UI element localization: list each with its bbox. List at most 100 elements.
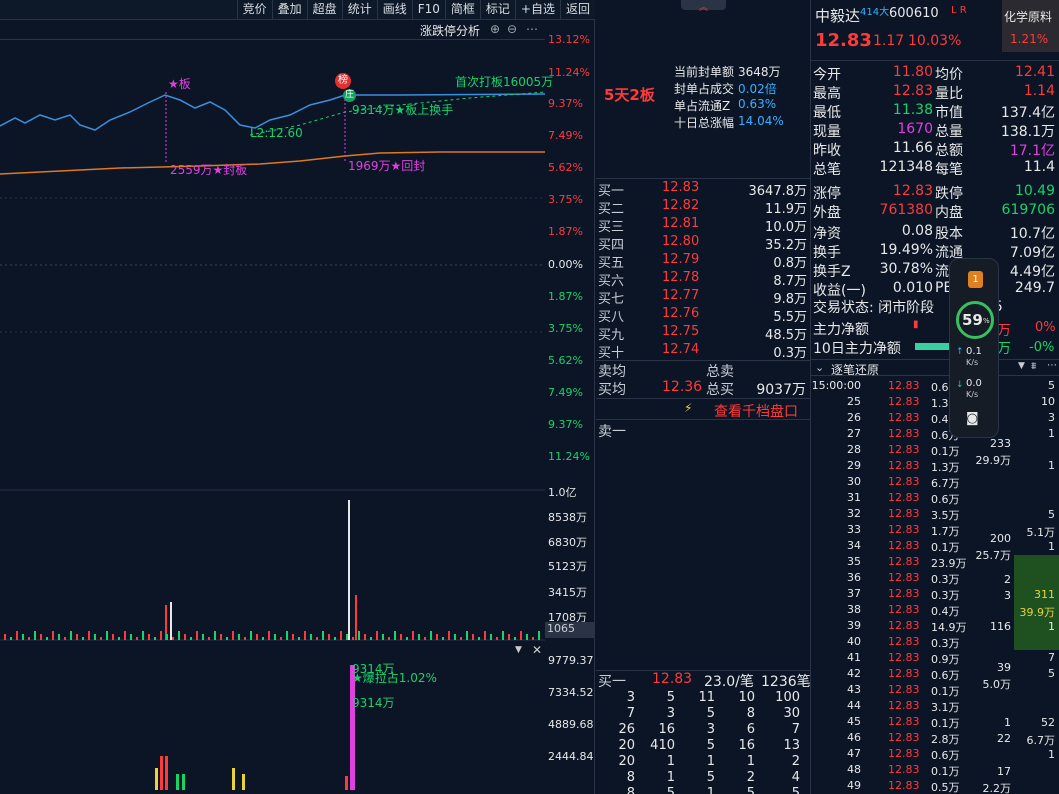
side-value-a: 17 (997, 765, 1011, 778)
volume-bar (148, 634, 150, 640)
volume-bar (310, 634, 312, 640)
trade-volume: 0.6万 (931, 493, 960, 506)
trade-price: 12.83 (888, 539, 920, 552)
bid-volume: 5.5万 (773, 310, 807, 325)
chevron-down-icon[interactable]: ⌄ (815, 361, 825, 374)
quote-value: 0.010 (892, 280, 933, 296)
toolbar-button[interactable]: +自选 (514, 0, 560, 19)
side-value-a: 2 (1004, 573, 1011, 586)
trade-price: 12.83 (888, 683, 920, 696)
toolbar-button[interactable]: 统计 (341, 0, 377, 19)
trade-price: 12.83 (888, 747, 920, 760)
toolbar-button[interactable]: 叠加 (271, 0, 307, 19)
volume-bar (418, 634, 420, 640)
stock-name: 中毅达 (815, 7, 861, 25)
toolbar-button[interactable]: 标记 (479, 0, 515, 19)
toolbar-button[interactable]: 简框 (444, 0, 480, 19)
bang-badge[interactable]: 榜 (335, 73, 351, 89)
collapse-up-icon[interactable]: ︽ (681, 0, 726, 13)
amount-label: 9779.37 (548, 654, 594, 667)
volume-bar (130, 634, 132, 640)
side-value-b: 1 (1048, 540, 1055, 553)
bid-label: 买七 (598, 292, 625, 307)
more-icon[interactable]: ⋯ (526, 22, 538, 36)
queue-cell: 5 (706, 706, 715, 721)
bid-label: 买一 (598, 184, 625, 199)
bid-row: 买七 12.77 9.8万 (596, 288, 811, 307)
add-icon[interactable]: ⊕ (490, 22, 501, 36)
trade-price: 12.83 (888, 523, 920, 536)
trade-time: 15:00:00 (811, 379, 861, 392)
shield-icon: 1 (968, 271, 983, 288)
toolbar-button[interactable]: 画线 (376, 0, 412, 19)
quote-label: 跌停 (935, 186, 963, 202)
quote-value: 10.7亿 (1009, 226, 1055, 242)
qiandang-link[interactable]: ⚡ 查看千档盘口 (596, 398, 811, 420)
volume-bar (400, 634, 402, 640)
more-icon[interactable]: ⋯ (1047, 360, 1057, 371)
queue-cell: 10 (738, 690, 755, 705)
trades-header[interactable]: ⌄ 逐笔还原 ▼ ⩩ ⋯ (811, 359, 1059, 377)
bid-row: 买四 12.80 35.2万 (596, 234, 811, 253)
trade-time: 31 (847, 491, 861, 504)
sort-icon[interactable]: ▼ (1018, 361, 1025, 371)
queue-cell: 30 (783, 706, 800, 721)
volume-label: 1.0亿 (548, 486, 577, 499)
trade-time: 37 (847, 587, 861, 600)
trade-volume: 3.5万 (931, 509, 960, 522)
volume-bar (490, 634, 492, 640)
queue-cell: 5 (746, 786, 755, 794)
trade-time: 35 (847, 555, 861, 568)
queue-cell: 20 (618, 754, 635, 769)
info-value: 3648万 (738, 65, 781, 79)
remove-icon[interactable]: ⊖ (507, 22, 518, 36)
trade-volume: 0.1万 (931, 685, 960, 698)
net-monitor-overlay[interactable]: 1 59 % ↑ 0.1 K/s ↓ 0.0 K/s ◙ (949, 258, 999, 438)
volume-bar (226, 637, 228, 640)
buy-avg-value: 12.36 (662, 379, 703, 395)
toolbar-button[interactable]: 竞价 (236, 0, 272, 19)
pct-label: 5.62% (548, 354, 583, 367)
cpu-gauge-unit: % (983, 317, 990, 325)
bid-volume: 3647.8万 (748, 184, 808, 199)
chart-subheader: 涨跌停分析 ⊕ ⊖ ⋯ (0, 20, 545, 40)
trade-volume: 0.5万 (931, 781, 960, 794)
close-icon[interactable]: ✕ (532, 643, 543, 657)
bid-volume: 35.2万 (765, 238, 807, 253)
volume-bar (496, 637, 498, 640)
sector-pct: 1.21% (1010, 32, 1049, 46)
toolbar-button[interactable]: 返回 (559, 0, 595, 19)
collapse-icon[interactable]: ▼ (515, 645, 522, 655)
quote-value: 11.4 (1023, 159, 1055, 175)
trade-price: 12.83 (888, 779, 920, 792)
queue-cell: 4 (791, 770, 800, 785)
volume-bar (64, 637, 66, 640)
bid-label: 买二 (598, 202, 625, 217)
trade-time: 32 (847, 507, 861, 520)
volume-label: 1708万 (548, 611, 587, 624)
chart-panel: 竞价 叠加 超盘 统计 画线 F10 简框 标记 +自选 返回 涨跌停分析 ⊕ ⊖ ⋯ 13.12… (0, 0, 595, 794)
trade-time: 34 (847, 539, 861, 552)
trade-price: 12.83 (888, 379, 920, 392)
trade-price: 12.83 (888, 475, 920, 488)
sector-tag[interactable]: 化学原料 1.21% (1002, 0, 1059, 52)
bid-price: 12.79 (662, 252, 700, 267)
toolbar-button[interactable]: F10 (411, 0, 445, 19)
quote-panel: 中毅达 414大 600610 L R 化学原料 1.21% 12.83 1.1… (811, 0, 1059, 794)
quote-value: 11.38 (892, 102, 933, 118)
bid-price: 12.83 (662, 180, 700, 195)
trade-volume: 3.1万 (931, 701, 960, 714)
chart-canvas[interactable] (0, 40, 545, 790)
lr-badge[interactable]: L R (951, 5, 967, 16)
volume-bar (178, 631, 180, 640)
camera-icon[interactable]: ◙ (966, 411, 979, 426)
volume-bar (478, 637, 480, 640)
toolbar-button[interactable]: 超盘 (306, 0, 342, 19)
quote-value: 17.1亿 (1009, 143, 1055, 159)
volume-bar (160, 631, 162, 640)
trade-volume: 0.9万 (931, 653, 960, 666)
zhuang-badge[interactable]: 庄 (343, 89, 356, 102)
filter-icon[interactable]: ⩩ (1031, 361, 1037, 372)
side-value-a: 29.9万 (975, 454, 1012, 467)
queue-cell: 2 (791, 754, 800, 769)
